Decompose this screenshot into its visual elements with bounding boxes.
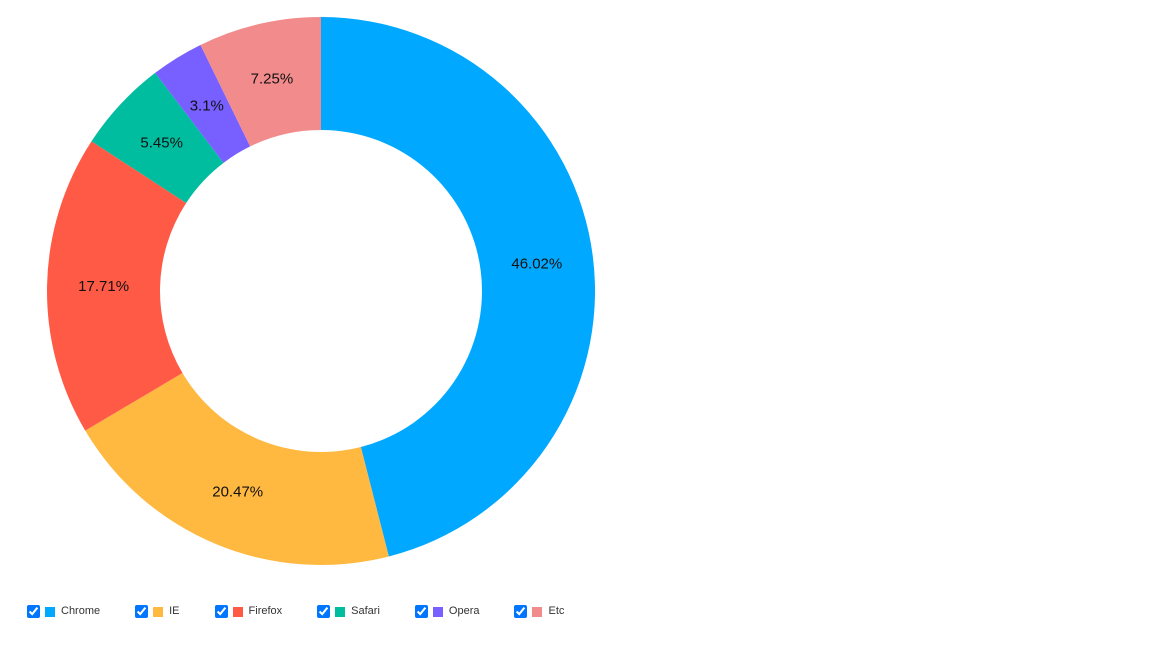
legend-item-opera[interactable]: Opera <box>414 605 480 618</box>
legend-label-opera: Opera <box>448 605 480 617</box>
pie-segment-label-etc: 7.25% <box>251 71 294 88</box>
legend-item-safari[interactable]: Safari <box>317 605 380 618</box>
legend-checkbox-ie[interactable] <box>135 605 149 618</box>
pie-segment-label-chrome: 46.02% <box>511 255 562 272</box>
pie-segment-safari[interactable] <box>91 72 224 204</box>
legend-swatch-etc <box>532 606 543 617</box>
legend-item-etc[interactable]: Etc <box>514 605 564 618</box>
legend-label-chrome: Chrome <box>61 605 101 617</box>
legend-label-firefox: Firefox <box>248 605 283 617</box>
legend-checkbox-firefox[interactable] <box>214 605 228 618</box>
legend-swatch-chrome <box>45 606 55 617</box>
legend-swatch-ie <box>153 606 164 617</box>
pie-segment-label-firefox: 17.71% <box>78 278 129 295</box>
pie-segment-chrome[interactable] <box>321 17 596 557</box>
pie-segment-etc[interactable] <box>200 17 321 147</box>
pie-segment-ie[interactable] <box>85 373 389 566</box>
legend-item-ie[interactable]: IE <box>135 605 180 618</box>
legend-label-etc: Etc <box>548 605 565 617</box>
legend-swatch-opera <box>432 606 443 617</box>
legend-checkbox-opera[interactable] <box>414 605 428 618</box>
legend-item-firefox[interactable]: Firefox <box>214 605 283 618</box>
pie-segment-label-ie: 20.47% <box>212 483 263 500</box>
legend-swatch-safari <box>335 606 346 617</box>
donut-chart-plot: 46.02% 20.47% 17.71% 5.45% 3.1% 7.25% <box>46 17 596 566</box>
legend-checkbox-safari[interactable] <box>317 605 331 618</box>
pie-segment-label-opera: 3.1% <box>190 97 224 114</box>
pie-segment-opera[interactable] <box>155 44 251 163</box>
legend-label-ie: IE <box>169 605 180 617</box>
legend-label-safari: Safari <box>351 605 380 617</box>
pie-segment-label-safari: 5.45% <box>140 134 183 151</box>
legend-swatch-firefox <box>232 606 243 617</box>
legend-checkbox-chrome[interactable] <box>27 605 40 618</box>
legend-item-chrome[interactable]: Chrome <box>27 605 100 618</box>
legend-checkbox-etc[interactable] <box>514 605 528 618</box>
chart-legend: Chrome IE Firefox Safari Opera Etc <box>27 605 564 618</box>
pie-segment-firefox[interactable] <box>46 141 187 431</box>
